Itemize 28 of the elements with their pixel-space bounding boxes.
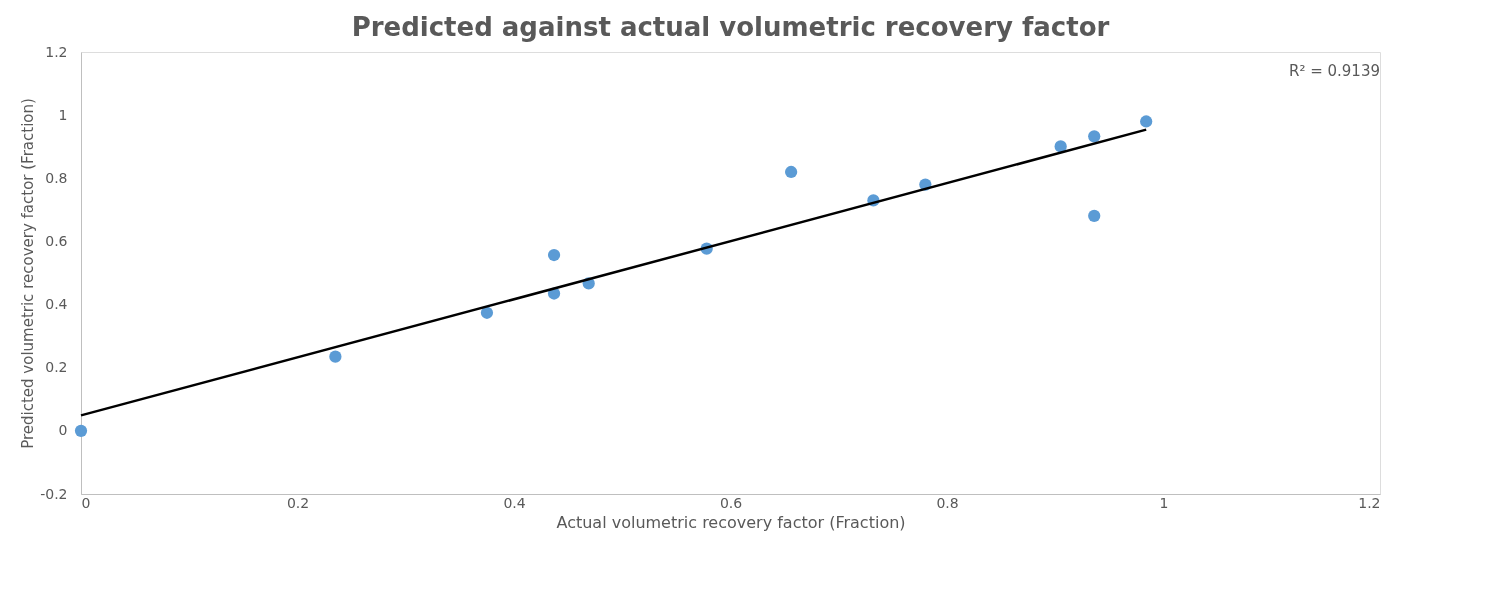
point [480,306,494,319]
y-tick-label: 0 [58,422,68,439]
y-tick-label: 1 [58,106,68,123]
x-tick-label: 0.4 [503,494,526,511]
y-tick-label: -0.2 [40,485,68,502]
y-tick-label: 0.8 [45,169,68,186]
chart-title: Predicted against actual volumetric recovery factor [351,12,1110,42]
point [547,248,561,262]
x-tick-label: 0.2 [286,494,310,511]
y-tick-label: 0.4 [45,296,68,313]
annotation: R² = 0.9139 [1288,62,1380,80]
y-tick-label: 1.2 [45,43,68,60]
x-tick-label: 1.2 [1358,494,1381,511]
x-tick-label: 0.6 [719,494,743,511]
x-tick-label: 1 [1159,494,1169,511]
point [1140,115,1153,128]
x-axis-title: Actual volumetric recovery factor (Fraction) [556,512,906,532]
y-tick-label: 0.6 [45,232,68,249]
point [1088,209,1101,222]
x-tick-label: 0 [81,494,91,511]
point [74,424,88,437]
point [329,350,342,363]
point [785,165,798,179]
point [1054,140,1067,153]
y-tick-label: 0.2 [45,359,68,376]
y-axis-title: Predicted volumetric recovery factor (Fraction) [19,98,38,449]
point [1088,130,1101,143]
x-tick-label: 0.8 [936,494,959,511]
